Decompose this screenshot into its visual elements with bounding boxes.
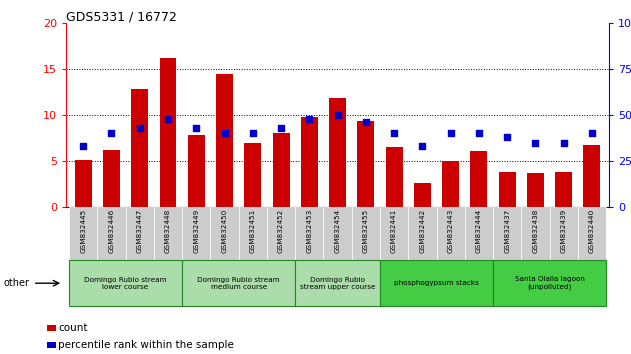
Point (333, 112, 343, 118)
Bar (216, 74, 233, 207)
Bar (324, 207, 351, 260)
Bar (437, 207, 465, 260)
Text: GSM832453: GSM832453 (306, 209, 312, 253)
Point (276, 125, 286, 131)
Bar (154, 207, 182, 260)
Text: GSM832447: GSM832447 (137, 209, 143, 253)
Bar (69, 207, 97, 260)
Text: percentile rank within the sample: percentile rank within the sample (58, 340, 234, 350)
Bar (239, 207, 267, 260)
Text: phosphogypsum stacks: phosphogypsum stacks (394, 280, 479, 286)
Bar (578, 207, 606, 260)
Bar (351, 207, 380, 260)
Bar (301, 117, 318, 207)
Text: GSM832443: GSM832443 (447, 209, 454, 253)
Bar (584, 145, 601, 207)
Bar (131, 89, 148, 207)
Bar (329, 98, 346, 207)
Text: GDS5331 / 16772: GDS5331 / 16772 (66, 11, 177, 24)
Text: Domingo Rubio stream
medium course: Domingo Rubio stream medium course (198, 277, 280, 290)
Bar (493, 260, 606, 306)
Text: GSM832454: GSM832454 (334, 209, 341, 253)
Point (248, 131, 258, 136)
Bar (465, 207, 493, 260)
Text: GSM832438: GSM832438 (533, 209, 538, 253)
Point (134, 125, 144, 131)
Point (361, 120, 371, 125)
Bar (380, 207, 408, 260)
Bar (386, 147, 403, 207)
Bar (97, 207, 126, 260)
Point (304, 116, 314, 121)
Text: Domingo Rubio
stream upper course: Domingo Rubio stream upper course (300, 277, 375, 290)
Bar (357, 121, 374, 207)
Text: GSM832448: GSM832448 (165, 209, 171, 253)
Point (78, 143, 88, 149)
Bar (188, 135, 204, 207)
Text: GSM832439: GSM832439 (561, 209, 567, 253)
Text: Domingo Rubio stream
lower course: Domingo Rubio stream lower course (85, 277, 167, 290)
Bar (408, 207, 437, 260)
Text: other: other (3, 278, 29, 288)
Bar (69, 260, 182, 306)
Text: GSM832441: GSM832441 (391, 209, 397, 253)
Point (107, 131, 117, 136)
Text: GSM832446: GSM832446 (109, 209, 114, 253)
Point (531, 140, 541, 145)
Text: GSM832437: GSM832437 (504, 209, 510, 253)
Point (445, 131, 456, 136)
Bar (521, 207, 550, 260)
Text: GSM832442: GSM832442 (420, 209, 425, 253)
Point (220, 131, 230, 136)
Text: GSM832451: GSM832451 (250, 209, 256, 253)
Bar (244, 143, 261, 207)
Bar (550, 207, 578, 260)
Bar (160, 58, 177, 207)
Bar (47, 342, 56, 348)
Bar (295, 260, 380, 306)
Bar (126, 207, 154, 260)
Text: GSM832440: GSM832440 (589, 209, 595, 253)
Text: count: count (58, 323, 88, 333)
Bar (471, 151, 487, 207)
Bar (267, 207, 295, 260)
Text: GSM832445: GSM832445 (80, 209, 86, 253)
Text: GSM832449: GSM832449 (193, 209, 199, 253)
Bar (74, 160, 91, 207)
Bar (210, 207, 239, 260)
Bar (442, 161, 459, 207)
Point (502, 134, 512, 140)
Bar (103, 150, 120, 207)
Text: GSM832450: GSM832450 (221, 209, 228, 253)
Text: Santa Olalla lagoon
(unpolluted): Santa Olalla lagoon (unpolluted) (515, 276, 584, 290)
Bar (182, 260, 295, 306)
Bar (555, 172, 572, 207)
Bar (414, 183, 431, 207)
Bar (493, 207, 521, 260)
Text: GSM832444: GSM832444 (476, 209, 482, 253)
Bar (295, 207, 324, 260)
Bar (273, 132, 290, 207)
Point (587, 131, 597, 136)
Point (417, 143, 427, 149)
Bar (182, 207, 210, 260)
Point (474, 131, 484, 136)
Bar (47, 325, 56, 331)
Point (163, 116, 173, 121)
Text: GSM832452: GSM832452 (278, 209, 284, 253)
Bar (527, 173, 544, 207)
Point (191, 125, 201, 131)
Point (558, 140, 569, 145)
Bar (380, 260, 493, 306)
Text: GSM832455: GSM832455 (363, 209, 369, 253)
Bar (498, 172, 516, 207)
Point (389, 131, 399, 136)
